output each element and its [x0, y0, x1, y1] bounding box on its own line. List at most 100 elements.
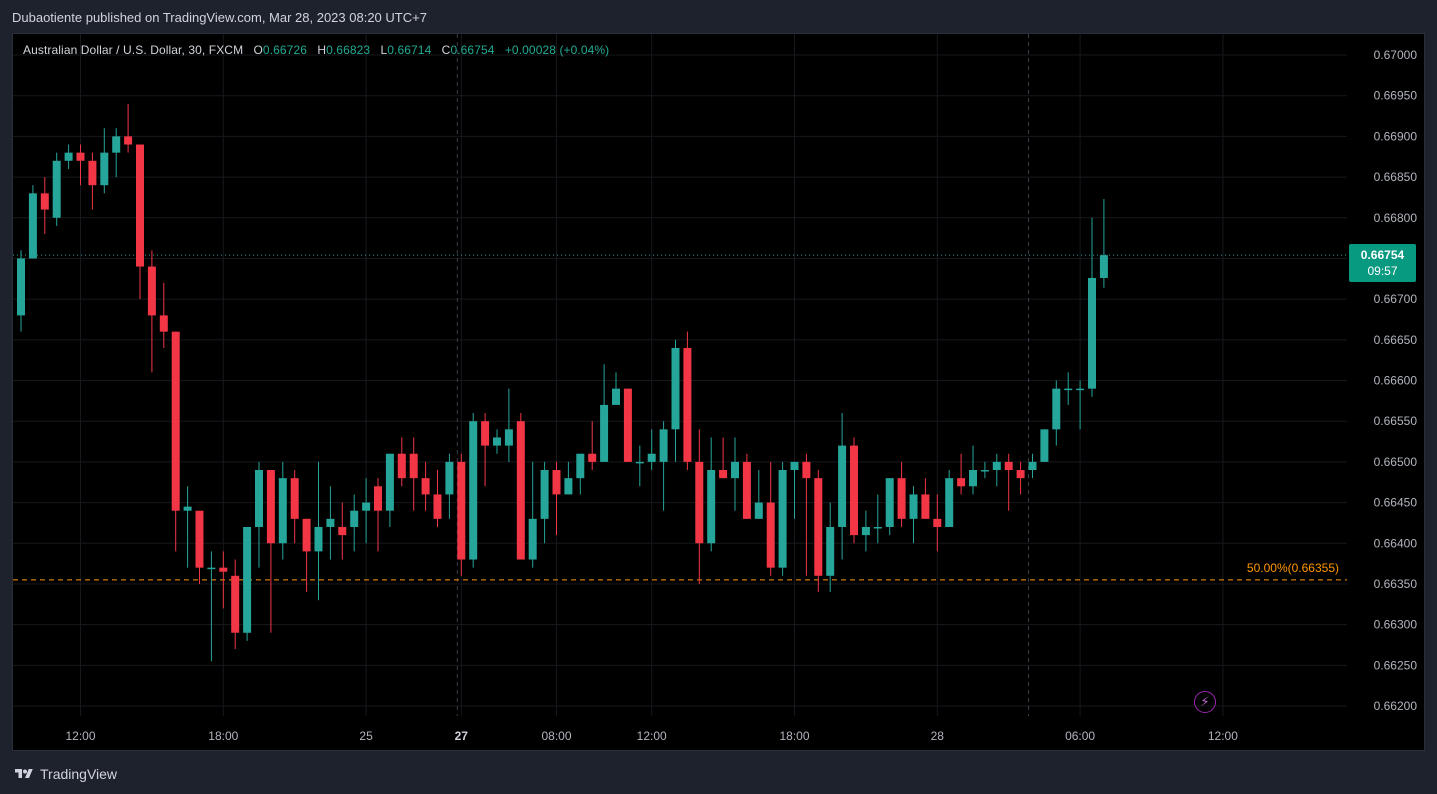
- candle[interactable]: [778, 461, 787, 576]
- candle[interactable]: [897, 461, 906, 527]
- candle[interactable]: [88, 152, 97, 210]
- candle[interactable]: [64, 144, 73, 169]
- candle[interactable]: [695, 429, 704, 584]
- candle[interactable]: [719, 437, 728, 479]
- candle[interactable]: [600, 364, 609, 462]
- candle[interactable]: [302, 518, 311, 593]
- candle[interactable]: [766, 461, 775, 576]
- candle[interactable]: [136, 144, 144, 300]
- candle[interactable]: [612, 372, 620, 405]
- candle[interactable]: [195, 510, 204, 584]
- candle[interactable]: [540, 461, 549, 544]
- candle[interactable]: [278, 461, 287, 560]
- candle[interactable]: [52, 152, 61, 226]
- candle[interactable]: [1099, 199, 1108, 288]
- candle[interactable]: [552, 461, 561, 536]
- candle[interactable]: [754, 470, 763, 519]
- candle[interactable]: [469, 413, 478, 568]
- candle[interactable]: [433, 470, 442, 527]
- candle[interactable]: [731, 437, 739, 511]
- candle[interactable]: [290, 470, 299, 544]
- candle[interactable]: [802, 453, 811, 576]
- candle[interactable]: [528, 461, 537, 568]
- candle[interactable]: [707, 437, 716, 552]
- candle[interactable]: [861, 510, 870, 552]
- candle[interactable]: [493, 429, 501, 454]
- candle[interactable]: [504, 388, 513, 462]
- candle[interactable]: [124, 103, 133, 153]
- candle[interactable]: [243, 526, 252, 641]
- candle[interactable]: [635, 445, 644, 487]
- chart-pane[interactable]: 50.00%(0.66355) 0.66200 0.66250 0.66300 0.6…: [12, 33, 1425, 751]
- candle[interactable]: [338, 502, 347, 560]
- candle[interactable]: [326, 486, 335, 560]
- candle[interactable]: [516, 413, 525, 560]
- candle[interactable]: [457, 453, 466, 576]
- candle[interactable]: [397, 437, 406, 487]
- candle[interactable]: [826, 502, 835, 593]
- candle[interactable]: [171, 331, 180, 552]
- candle[interactable]: [1064, 372, 1073, 405]
- candle[interactable]: [814, 470, 823, 593]
- candle[interactable]: [374, 478, 382, 552]
- symbol-legend[interactable]: Australian Dollar / U.S. Dollar, 30, FXC…: [23, 43, 609, 57]
- candle[interactable]: [957, 453, 966, 495]
- candle[interactable]: [933, 494, 942, 552]
- candle[interactable]: [17, 250, 25, 332]
- candle[interactable]: [969, 445, 977, 495]
- candle[interactable]: [159, 282, 168, 348]
- candle[interactable]: [980, 461, 989, 479]
- candle[interactable]: [647, 429, 656, 471]
- candle[interactable]: [1088, 217, 1096, 397]
- candle[interactable]: [885, 478, 894, 536]
- candle[interactable]: [790, 461, 799, 519]
- candle[interactable]: [1052, 380, 1061, 446]
- candle[interactable]: [564, 461, 573, 495]
- candle[interactable]: [1076, 380, 1085, 430]
- candle[interactable]: [576, 453, 585, 495]
- candle[interactable]: [945, 470, 954, 527]
- candle[interactable]: [588, 421, 597, 471]
- candle[interactable]: [255, 461, 263, 568]
- candle[interactable]: [147, 250, 156, 373]
- candle[interactable]: [850, 437, 858, 544]
- candle[interactable]: [481, 413, 490, 487]
- candle-body: [838, 445, 847, 527]
- candle[interactable]: [183, 486, 192, 568]
- candle[interactable]: [362, 478, 371, 544]
- candle[interactable]: [266, 470, 275, 633]
- candle[interactable]: [623, 388, 632, 462]
- candle[interactable]: [873, 494, 882, 544]
- candle[interactable]: [40, 177, 49, 235]
- candle[interactable]: [1040, 429, 1049, 462]
- candlestick-chart[interactable]: 50.00%(0.66355) 0.662000.662500.663000.6…: [13, 34, 1424, 750]
- candle[interactable]: [909, 486, 918, 544]
- candle[interactable]: [992, 453, 1001, 487]
- candle[interactable]: [1004, 453, 1013, 511]
- candle[interactable]: [112, 128, 121, 178]
- candle[interactable]: [28, 185, 37, 259]
- candle[interactable]: [921, 478, 930, 519]
- candle-body: [17, 258, 25, 316]
- flash-icon[interactable]: ⚡: [1194, 691, 1216, 713]
- candle[interactable]: [1028, 453, 1037, 479]
- candle[interactable]: [350, 494, 359, 552]
- candle-body: [433, 494, 442, 519]
- price-tick-label: 0.66350: [1374, 577, 1418, 591]
- candle[interactable]: [671, 339, 680, 462]
- candle[interactable]: [100, 128, 109, 194]
- candle[interactable]: [1016, 461, 1025, 495]
- candle[interactable]: [219, 551, 228, 609]
- candle[interactable]: [207, 551, 216, 662]
- candle[interactable]: [409, 437, 418, 511]
- candle[interactable]: [314, 461, 323, 601]
- candle[interactable]: [659, 421, 668, 511]
- candle[interactable]: [231, 559, 240, 650]
- candle[interactable]: [683, 331, 692, 471]
- candle[interactable]: [838, 413, 847, 560]
- candle[interactable]: [742, 453, 751, 519]
- candle[interactable]: [445, 453, 454, 519]
- candle[interactable]: [385, 453, 394, 527]
- candle[interactable]: [76, 144, 85, 186]
- candle[interactable]: [421, 461, 430, 511]
